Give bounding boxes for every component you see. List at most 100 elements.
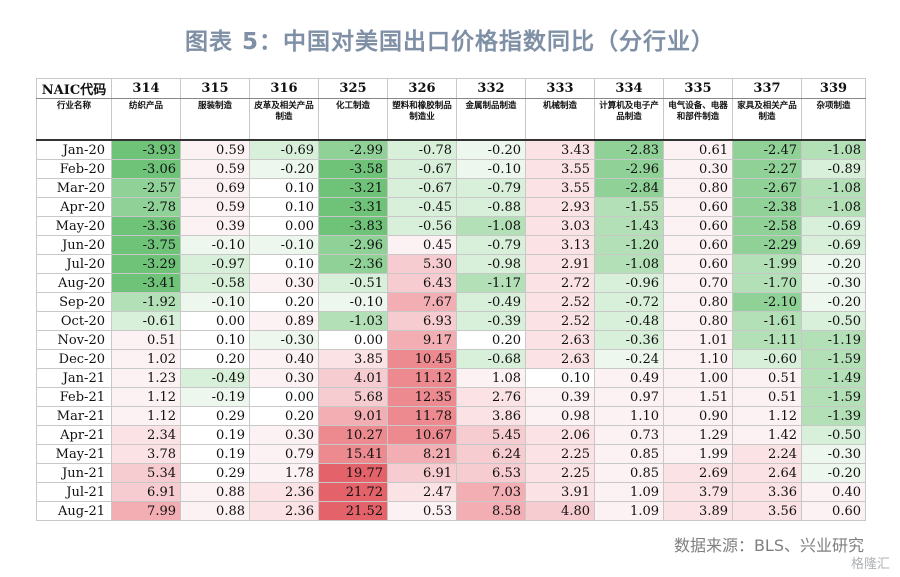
value-cell: 0.19 [180,444,250,464]
value-cell: -0.19 [180,387,250,407]
value-cell: -3.29 [111,254,181,274]
table-row: Aug-20 -3.41 -0.58 0.30 -0.51 6.43 -1.17 2.72 -0… [36,273,866,293]
row-month-label: Aug-21 [36,501,112,521]
value-cell: -2.38 [732,197,802,217]
value-cell: -1.11 [732,330,802,350]
header-code-332: 332 [456,78,526,99]
value-cell: -2.27 [732,159,802,179]
value-cell: -1.08 [801,139,866,160]
value-cell: -3.75 [111,235,181,255]
value-cell: 6.24 [456,444,526,464]
header-name-label: 行业名称 [36,98,112,141]
value-cell: -1.92 [111,292,181,312]
row-month-label: May-21 [36,444,112,464]
value-cell: 2.72 [525,273,595,293]
source-note: 数据来源：BLS、兴业研究 [673,536,864,555]
value-cell: 2.63 [525,330,595,350]
value-cell: 0.19 [180,425,250,445]
value-cell: -0.20 [801,254,866,274]
table-row: Sep-20 -1.92 -0.10 0.20 -0.10 7.67 -0.49 2.52 -0… [36,292,866,312]
value-cell: -1.39 [801,406,866,426]
value-cell: 21.72 [318,482,388,502]
value-cell: 0.45 [387,235,457,255]
value-cell: 3.79 [663,482,733,502]
value-cell: 0.60 [663,254,733,274]
value-cell: 1.09 [594,501,664,521]
value-cell: 0.80 [663,292,733,312]
value-cell: 0.20 [249,292,319,312]
header-industry-334: 计算机及电子产品制造 [594,98,664,141]
value-cell: 2.64 [732,463,802,483]
value-cell: 7.99 [111,501,181,521]
value-cell: 12.35 [387,387,457,407]
row-month-label: Aug-20 [36,273,112,293]
value-cell: 0.53 [387,501,457,521]
value-cell: -3.58 [318,159,388,179]
header-industry-333: 机械制造 [525,98,595,141]
value-cell: -0.69 [801,235,866,255]
header-row-codes: NAIC代码 314 315 316 325 326 332 333 334 335 337 339 [36,78,866,99]
value-cell: 9.17 [387,330,457,350]
value-cell: 0.80 [663,178,733,198]
header-industry-316: 皮革及相关产品制造 [249,98,319,141]
value-cell: 6.43 [387,273,457,293]
value-cell: -0.88 [456,197,526,217]
value-cell: -0.61 [111,311,181,331]
value-cell: 3.55 [525,159,595,179]
value-cell: 10.67 [387,425,457,445]
table-body: NAIC代码 314 315 316 325 326 332 333 334 335 337 339… [36,78,866,521]
value-cell: -0.39 [456,311,526,331]
value-cell: 3.36 [732,482,802,502]
row-month-label: Jul-20 [36,254,112,274]
value-cell: -0.68 [456,349,526,369]
value-cell: -0.10 [180,292,250,312]
value-cell: 2.69 [663,463,733,483]
value-cell: 0.39 [525,387,595,407]
row-month-label: Nov-20 [36,330,112,350]
value-cell: -2.57 [111,178,181,198]
value-cell: -1.17 [456,273,526,293]
value-cell: 0.30 [249,273,319,293]
value-cell: -0.20 [456,139,526,160]
value-cell: 2.76 [456,387,526,407]
value-cell: 6.91 [387,463,457,483]
value-cell: -1.08 [456,216,526,236]
value-cell: -0.56 [387,216,457,236]
header-code-337: 337 [732,78,802,99]
value-cell: -3.06 [111,159,181,179]
row-month-label: Sep-20 [36,292,112,312]
header-code-314: 314 [111,78,181,99]
value-cell: 0.51 [732,387,802,407]
table-row: Nov-20 0.51 0.10 -0.30 0.00 9.17 0.20 2.63 -0.36… [36,330,866,350]
value-cell: -0.97 [180,254,250,274]
value-cell: -0.79 [456,178,526,198]
value-cell: 3.43 [525,139,595,160]
value-cell: -1.08 [594,254,664,274]
value-cell: -0.96 [594,273,664,293]
row-month-label: Mar-21 [36,406,112,426]
value-cell: 2.06 [525,425,595,445]
value-cell: 2.52 [525,311,595,331]
value-cell: 3.13 [525,235,595,255]
value-cell: -2.29 [732,235,802,255]
value-cell: 15.41 [318,444,388,464]
header-industry-335: 电气设备、电器和部件制造 [663,98,733,141]
value-cell: 0.20 [456,330,526,350]
value-cell: -0.51 [318,273,388,293]
value-cell: -0.72 [594,292,664,312]
value-cell: 0.51 [111,330,181,350]
value-cell: 0.40 [801,482,866,502]
row-month-label: Mar-20 [36,178,112,198]
row-month-label: Apr-20 [36,197,112,217]
value-cell: -2.36 [318,254,388,274]
value-cell: 11.12 [387,368,457,388]
value-cell: 0.49 [594,368,664,388]
table-row: Jul-20 -3.29 -0.97 0.10 -2.36 5.30 -0.98 2.91 -1… [36,254,866,274]
header-code-315: 315 [180,78,250,99]
value-cell: 1.23 [111,368,181,388]
value-cell: 6.93 [387,311,457,331]
value-cell: 1.99 [663,444,733,464]
value-cell: -2.96 [594,159,664,179]
row-month-label: May-20 [36,216,112,236]
header-industry-325: 化工制造 [318,98,388,141]
